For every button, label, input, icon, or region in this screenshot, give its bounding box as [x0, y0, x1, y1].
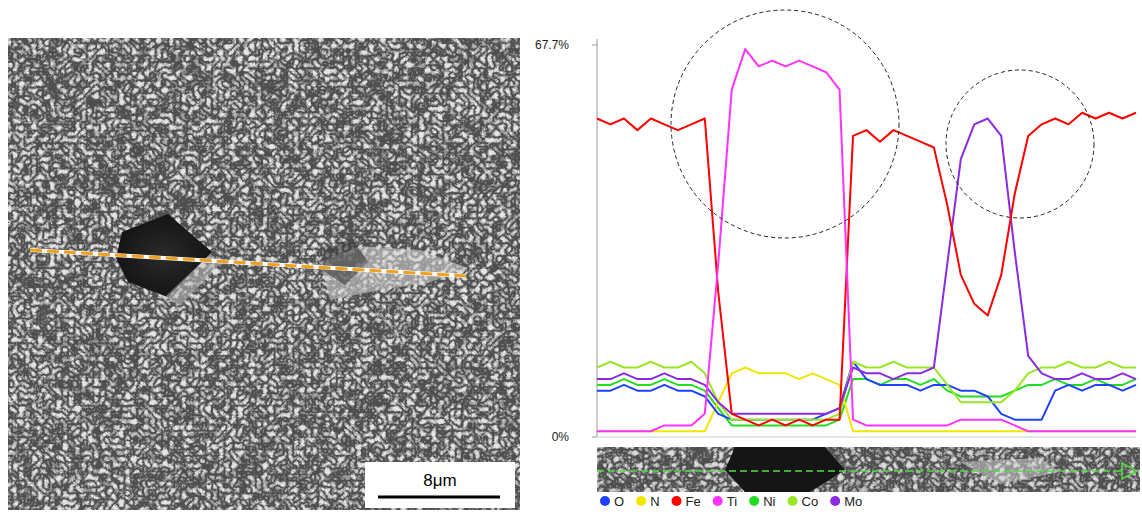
- y-tick: [592, 437, 597, 438]
- thumb-texture: [597, 447, 1140, 492]
- thumb-arrow: [1122, 463, 1137, 479]
- x-axis-line: [597, 437, 1136, 438]
- thumbnail-group: [597, 447, 1140, 492]
- scan-line-bg: [30, 250, 466, 276]
- scan-thumbnail: [597, 447, 1140, 492]
- series-line: [597, 379, 1136, 425]
- figure: 8μm 0% 67.7% O N Fe Ti Ni Co Mo: [0, 0, 1142, 514]
- scale-bar: [378, 496, 500, 499]
- scale-bar-box: [365, 462, 515, 508]
- y-tick-label: 0%: [552, 430, 570, 444]
- legend-label: Ti: [727, 494, 737, 509]
- legend-label: N: [650, 494, 659, 509]
- legend-label: Fe: [686, 494, 701, 509]
- legend-swatch: [672, 496, 682, 506]
- scale-bar-label: 8μm: [423, 471, 456, 490]
- legend: O N Fe Ti Ni Co Mo: [600, 494, 862, 509]
- plot-lines: [597, 49, 1136, 431]
- series-line: [597, 368, 1136, 432]
- thumb-scan-line: [597, 470, 1122, 472]
- sem-image: 8μm: [8, 38, 520, 510]
- annotations: [671, 10, 1094, 238]
- series-line: [597, 49, 1136, 431]
- figure-root: 8μm 0% 67.7% O N Fe Ti Ni Co Mo: [0, 0, 1142, 514]
- legend-swatch: [636, 496, 646, 506]
- sem-texture: [8, 38, 520, 510]
- legend-swatch: [749, 496, 759, 506]
- y-axis-line: [597, 39, 598, 437]
- legend-label: Mo: [844, 494, 862, 509]
- sem-background: [8, 38, 520, 510]
- legend-swatch: [600, 496, 610, 506]
- thumb-bg: [597, 447, 1140, 492]
- legend-swatch: [788, 496, 798, 506]
- series-line: [597, 113, 1136, 426]
- legend-label: O: [614, 494, 624, 509]
- legend-swatch: [830, 496, 840, 506]
- legend-swatch: [713, 496, 723, 506]
- highlight-circle: [671, 10, 899, 238]
- scratch-shadow: [322, 238, 368, 285]
- thumb-pit: [725, 447, 845, 492]
- y-tick-label: 67.7%: [535, 38, 569, 52]
- legend-label: Co: [802, 494, 819, 509]
- series-line: [597, 362, 1136, 420]
- highlight-circle: [946, 70, 1094, 218]
- y-axis: 0% 67.7%: [535, 38, 1136, 444]
- y-tick: [592, 45, 597, 46]
- series-line: [597, 362, 1136, 420]
- scan-line: [30, 250, 466, 276]
- legend-label: Ni: [763, 494, 775, 509]
